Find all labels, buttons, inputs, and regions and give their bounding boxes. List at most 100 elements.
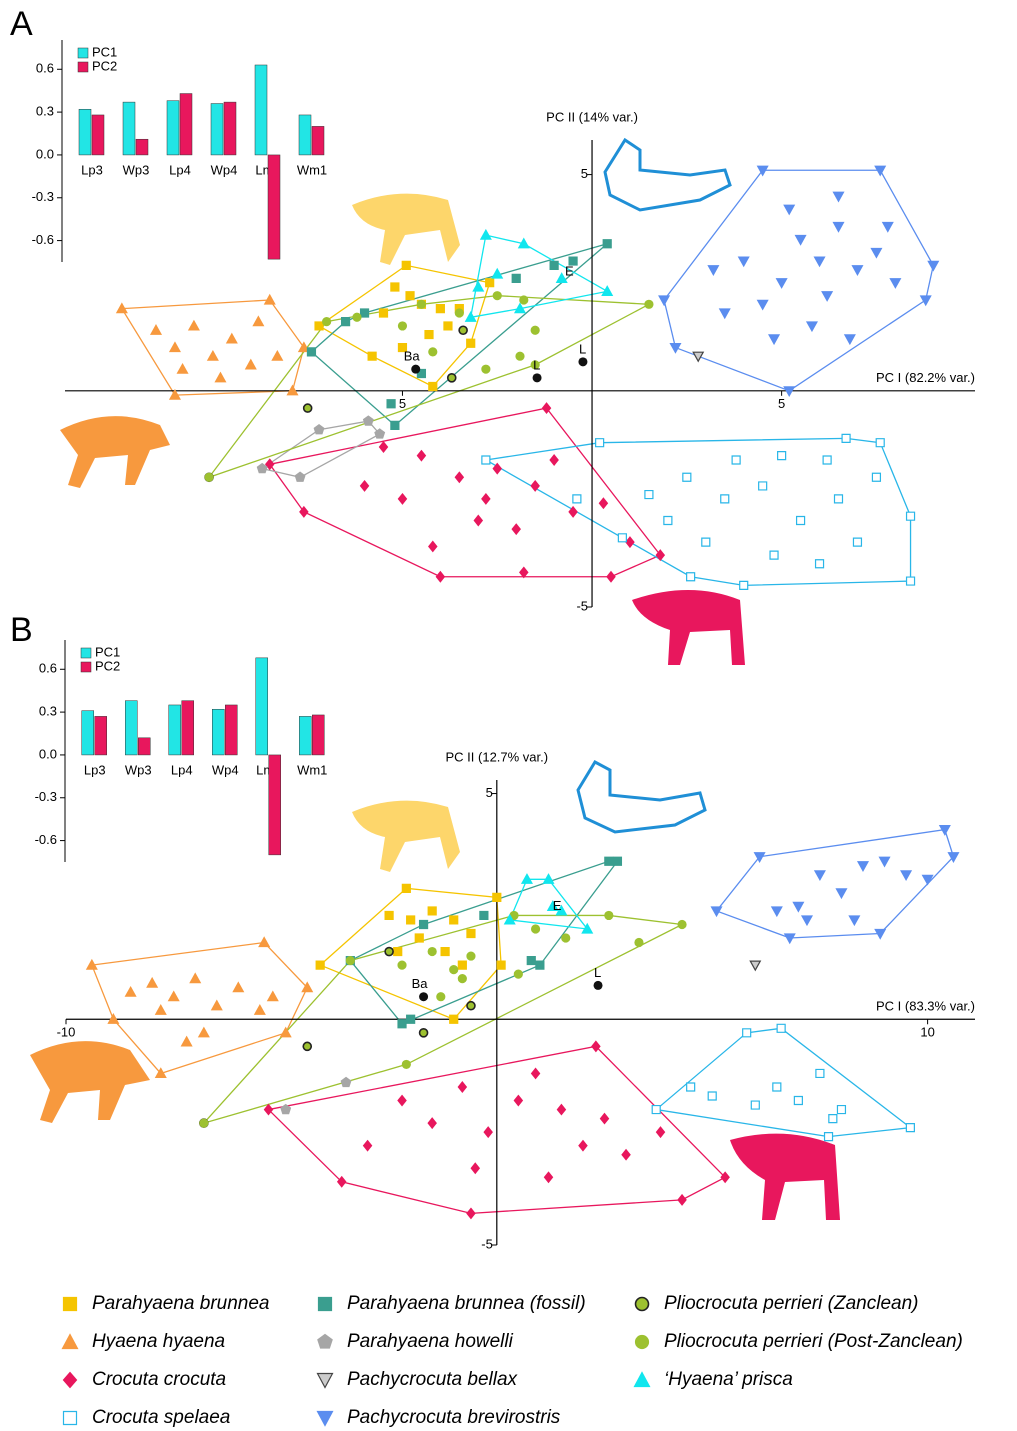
point: [561, 933, 571, 943]
point: [677, 1193, 687, 1206]
point: [485, 278, 495, 288]
point: [617, 533, 627, 543]
point: [367, 351, 377, 361]
point: [466, 951, 476, 961]
y-tick-label: 5: [486, 785, 493, 800]
point: [401, 883, 411, 893]
specimen-point: [593, 980, 603, 990]
point: [770, 906, 783, 918]
point: [731, 455, 741, 465]
point: [793, 1095, 803, 1106]
point: [301, 981, 314, 993]
point: [492, 462, 503, 475]
point: [397, 321, 408, 331]
point: [406, 1014, 416, 1024]
striped-hyena-icon: [352, 800, 460, 872]
silhouettes: [30, 137, 840, 1220]
x-tick-label: 5: [399, 396, 406, 411]
point: [168, 388, 181, 400]
point: [443, 321, 453, 331]
point: [591, 1040, 601, 1053]
point: [519, 295, 529, 305]
x-axis-label: PC I (82.2% var.): [876, 370, 975, 385]
point: [154, 1067, 167, 1079]
point: [813, 870, 826, 882]
point: [256, 462, 268, 474]
point: [625, 536, 635, 549]
point: [253, 1004, 266, 1015]
point: [581, 922, 594, 934]
point: [154, 1004, 167, 1015]
point: [805, 321, 818, 333]
point: [813, 256, 826, 268]
point: [634, 937, 644, 948]
point: [889, 278, 902, 289]
point: [362, 1139, 373, 1152]
legend-label: PC2: [92, 58, 117, 73]
point: [749, 960, 762, 972]
point: [644, 489, 654, 500]
point: [322, 317, 332, 327]
point: [258, 936, 271, 948]
point: [795, 515, 806, 526]
point: [530, 924, 541, 934]
point: [871, 472, 882, 482]
point: [881, 221, 894, 233]
jaw-icon: [576, 760, 707, 834]
x-tick-label: Wm1: [297, 162, 327, 177]
legend-label: PC2: [95, 658, 120, 673]
point: [244, 358, 257, 370]
point: [62, 1410, 78, 1426]
hull: [349, 860, 619, 1025]
point: [783, 386, 796, 398]
point: [187, 319, 200, 331]
point: [481, 364, 491, 374]
point: [758, 481, 768, 491]
point: [286, 384, 299, 396]
legend-swatch: [77, 47, 89, 59]
point: [316, 1410, 334, 1427]
point: [225, 332, 238, 344]
bar: [268, 754, 281, 856]
point: [405, 291, 415, 301]
point: [167, 990, 180, 1002]
x-tick-label: 5: [778, 396, 785, 411]
point: [535, 960, 545, 970]
hull: [260, 420, 381, 478]
point: [777, 451, 787, 461]
point: [472, 280, 485, 292]
point: [384, 910, 394, 921]
point: [836, 1104, 847, 1115]
point: [107, 1013, 120, 1024]
point: [416, 299, 427, 309]
point: [821, 291, 834, 302]
bar: [254, 64, 268, 156]
point: [168, 341, 181, 353]
point: [905, 576, 916, 586]
point: [677, 919, 687, 930]
point: [457, 960, 467, 970]
bar: [311, 126, 325, 156]
point: [634, 1334, 650, 1350]
point: [621, 1148, 631, 1161]
point: [541, 402, 552, 415]
point: [938, 825, 951, 836]
point: [378, 441, 389, 453]
point: [483, 1126, 493, 1139]
point: [604, 856, 614, 866]
point: [851, 265, 864, 276]
point: [315, 960, 325, 970]
point: [530, 360, 540, 370]
y-tick-label: -5: [576, 598, 588, 613]
point: [651, 1104, 661, 1115]
annotation: Ba: [404, 349, 421, 364]
point: [266, 990, 279, 1002]
point: [352, 312, 362, 322]
point: [418, 1028, 429, 1038]
point: [737, 256, 750, 268]
bar: [212, 708, 225, 756]
point: [176, 362, 189, 374]
point: [390, 282, 400, 292]
point: [832, 221, 845, 233]
point: [783, 204, 796, 216]
